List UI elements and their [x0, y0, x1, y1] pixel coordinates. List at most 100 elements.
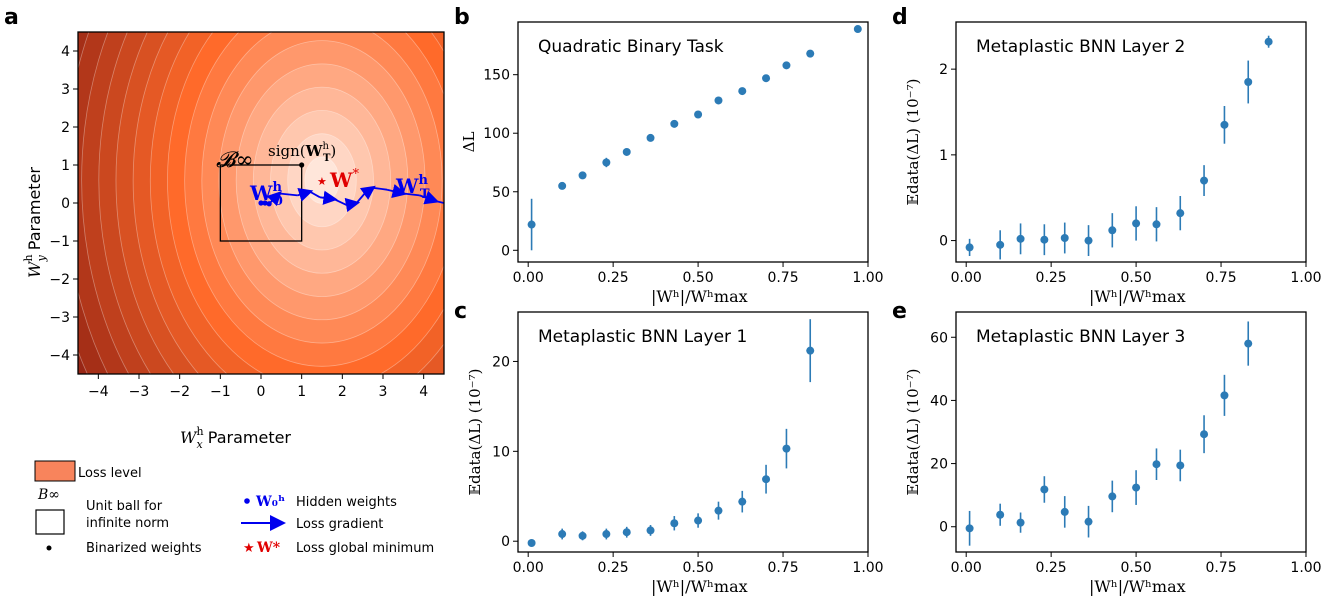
data-point	[694, 110, 703, 119]
loss-level-swatch	[34, 460, 76, 482]
y-tick-label: 2	[939, 62, 948, 78]
wt-label: Wh T	[395, 173, 430, 202]
data-point	[1060, 507, 1069, 516]
plot-frame	[517, 311, 869, 553]
data-point	[1152, 220, 1161, 229]
legend-hidden-dot	[244, 498, 250, 504]
panel-a-overlay: ★	[219, 162, 444, 242]
x-tick-label: −3	[129, 384, 150, 400]
data-point	[602, 158, 611, 167]
plot-frame	[955, 311, 1307, 553]
panel-a-ylabel: WhyParameter	[22, 167, 48, 278]
y-tick-label: 0	[61, 196, 70, 212]
x-tick-label: 0.50	[1121, 270, 1152, 286]
chart-panel-c: Metaplastic BNN Layer 1 0.00 0.25 0.50 0.75 1…	[466, 311, 884, 596]
data-point	[1176, 461, 1185, 470]
x-tick-label: 0.00	[951, 560, 982, 576]
data-point	[646, 133, 655, 142]
data-point	[1016, 234, 1025, 243]
gradient-arrow	[403, 192, 420, 197]
y-tick-label: −3	[49, 310, 70, 326]
legend-label-hidden: Hidden weights	[296, 495, 397, 510]
data-point	[1220, 120, 1229, 129]
x-tick-label: 1.00	[1290, 270, 1321, 286]
legend: Loss level B∞ Unit ball for infinite nor…	[34, 460, 434, 556]
loss-landscape-panel: ★ −4 −3 −2 −1 0 1 2 3 4 −4 −3 −2 −1 0 1 2 3 4 𝓑∞ sign(Wh T…	[22, 31, 445, 451]
legend-symbol-wstar: W*	[256, 540, 281, 556]
gradient-arrow	[386, 184, 407, 199]
data-point	[558, 530, 567, 539]
data-point	[965, 524, 974, 533]
x-tick-label: 0.00	[513, 270, 544, 286]
data-point	[1200, 430, 1209, 439]
y-tick-label: 0	[501, 243, 510, 259]
x-tick-label: 2	[338, 384, 347, 400]
x-tick-label: 0.25	[598, 560, 629, 576]
gradient-arrow	[309, 190, 321, 199]
y-tick-label: 40	[930, 393, 948, 409]
data-point	[806, 49, 815, 58]
x-tick-label: 1	[297, 384, 306, 400]
y-tick-label: 60	[930, 330, 948, 346]
gradient-arrow	[319, 190, 338, 205]
y-tick-label: 100	[483, 126, 510, 142]
data-point	[996, 510, 1005, 519]
y-tick-label: 150	[483, 68, 510, 84]
data-point	[694, 516, 703, 525]
data-point	[527, 220, 536, 229]
x-tick-label: 0.75	[767, 270, 798, 286]
data-point	[646, 526, 655, 535]
chart-title: Metaplastic BNN Layer 3	[976, 327, 1185, 347]
legend-label-gradient: Loss gradient	[296, 517, 383, 532]
y-tick-label: 10	[492, 444, 510, 460]
data-point	[670, 119, 679, 128]
x-tick-label: 0	[257, 384, 266, 400]
x-tick-label: −4	[88, 384, 109, 400]
x-tick-label: 3	[379, 384, 388, 400]
gradient-arrow	[279, 192, 298, 197]
x-tick-label: 1.00	[1290, 560, 1321, 576]
x-axis-label: |Wʰ|/Wʰmax	[1089, 287, 1186, 306]
data-point	[1132, 219, 1141, 228]
data-point	[602, 530, 611, 539]
y-axis-label: 𝔼data(ΔL) (10⁻⁷)	[904, 369, 922, 496]
global-minimum-star: ★	[317, 175, 327, 188]
data-point	[1084, 517, 1093, 526]
data-point	[1152, 460, 1161, 469]
chart-title: Quadratic Binary Task	[538, 37, 724, 57]
plot-frame	[517, 21, 869, 263]
x-axis-label: |Wʰ|/Wʰmax	[1089, 577, 1186, 596]
x-axis-label: |Wʰ|/Wʰmax	[651, 287, 748, 306]
panel-letter-a: a	[4, 5, 19, 30]
chart-panel-d: Metaplastic BNN Layer 2 0.00 0.25 0.50 0.75 1…	[904, 21, 1322, 306]
data-point	[1040, 235, 1049, 244]
legend-symbol-unit-ball: B∞	[37, 487, 60, 503]
hidden-weight-point	[262, 200, 268, 206]
data-point	[1108, 492, 1117, 501]
gradient-arrow	[297, 187, 314, 202]
gradient-arrow	[266, 190, 282, 207]
y-tick-label: −2	[49, 272, 70, 288]
panel-letter-c: c	[454, 299, 467, 324]
x-axis-label: |Wʰ|/Wʰmax	[651, 577, 748, 596]
data-point	[670, 519, 679, 528]
data-point	[996, 240, 1005, 249]
hidden-weight-point	[258, 200, 264, 206]
chart-panel-b: Quadratic Binary Task 0.00 0.25 0.50 0.75 1.0…	[460, 21, 884, 306]
data-point	[1084, 236, 1093, 245]
legend-unit-ball-box	[35, 509, 65, 535]
legend-black-dot	[46, 545, 52, 551]
data-point	[738, 497, 747, 506]
data-point	[806, 346, 815, 355]
x-tick-label: 0.75	[1205, 560, 1236, 576]
gradient-arrow	[435, 200, 444, 204]
chart-title: Metaplastic BNN Layer 2	[976, 37, 1185, 57]
x-tick-label: 0.50	[683, 560, 714, 576]
panel-a-xlabel: Wh x Parameter	[180, 425, 291, 451]
panel-a-ticks: −4 −3 −2 −1 0 1 2 3 4 −4 −3 −2 −1 0 1 2 3 4	[49, 44, 428, 400]
data-point	[853, 25, 862, 34]
y-tick-label: 1	[939, 148, 948, 164]
y-tick-label: 2	[61, 120, 70, 136]
data-point	[965, 243, 974, 252]
